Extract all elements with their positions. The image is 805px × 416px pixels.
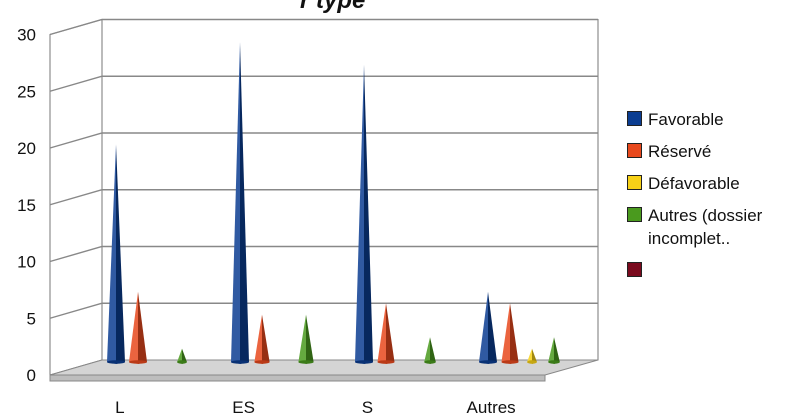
bar-cone-base — [177, 360, 187, 364]
legend-item: Réservé — [627, 140, 805, 163]
chart-title-fragment: r type — [300, 0, 366, 14]
bar-cone-left — [377, 303, 386, 364]
bar-autres-s — [424, 337, 436, 364]
bar-cone-left — [177, 348, 182, 364]
legend-swatch — [627, 175, 642, 190]
bar-favorable-l — [107, 144, 125, 364]
gridlines — [49, 18, 598, 319]
gridline — [49, 245, 598, 263]
bar-cone-right — [262, 314, 270, 364]
bar-cone-left — [548, 337, 554, 364]
chart-walls — [49, 18, 599, 376]
x-category-label: L — [115, 398, 124, 416]
y-tick-label: 25 — [17, 82, 36, 101]
bar-cone-base — [377, 360, 395, 364]
x-category-label: Autres — [467, 398, 516, 416]
legend-swatch — [627, 262, 642, 277]
gridline — [49, 18, 598, 36]
bar-cone-left — [254, 314, 262, 364]
bar-cone-base — [129, 360, 147, 364]
bar-cone-right — [488, 291, 497, 364]
legend-label: Autres (dossier incomplet.. — [648, 206, 763, 248]
bar-cone-left — [298, 314, 306, 364]
y-tick-label: 15 — [17, 196, 36, 215]
bar-cone-left — [107, 144, 116, 364]
bar-autres-autres — [548, 337, 560, 364]
legend: Favorable Réservé Défavorable Autres (dossi… — [627, 108, 805, 286]
bar-cone-base — [298, 360, 314, 364]
gridline — [49, 75, 598, 92]
bar-cone-base — [527, 360, 537, 364]
bar-cone-right — [386, 303, 395, 364]
legend-label: Favorable — [648, 110, 724, 129]
bar-cone-right — [430, 337, 436, 364]
bar-cone-right — [116, 144, 125, 364]
bar-cone-right — [138, 291, 147, 364]
bar-cone-left — [129, 291, 138, 364]
bar-réservé-autres — [501, 303, 519, 364]
bar-cone-base — [355, 360, 373, 364]
bar-réservé-s — [377, 303, 395, 364]
bar-cone-right — [182, 348, 187, 364]
legend-item: Autres (dossier incomplet.. — [627, 204, 805, 250]
legend-label: Défavorable — [648, 174, 740, 193]
bar-cone-left — [501, 303, 510, 364]
legend-swatch — [627, 111, 642, 126]
bar-cone-left — [424, 337, 430, 364]
bar-réservé-es — [254, 314, 270, 364]
gridline — [49, 302, 598, 319]
legend-swatch — [627, 143, 642, 158]
x-category-label: S — [362, 398, 373, 416]
y-tick-label: 10 — [17, 253, 36, 272]
bar-cone-base — [479, 360, 497, 364]
y-tick-label: 5 — [27, 309, 36, 328]
gridline — [49, 189, 598, 206]
y-axis-ticks: 0 5 10 15 20 25 30 — [17, 26, 36, 386]
bar-cone-base — [107, 360, 125, 364]
x-axis-categories: L ES S Autres — [115, 398, 516, 416]
gridline — [49, 132, 598, 149]
bar-autres-l — [177, 348, 187, 364]
bar-cone-base — [254, 360, 270, 364]
bar-autres-es — [298, 314, 314, 364]
bar-cone-left — [479, 291, 488, 364]
chart-floor — [49, 359, 599, 382]
bar-cone-right — [532, 348, 537, 364]
bar-favorable-autres — [479, 291, 497, 364]
bar-cone-left — [355, 64, 364, 365]
legend-item — [627, 259, 805, 277]
bar-cone-base — [548, 360, 560, 364]
bar-cone-right — [554, 337, 560, 364]
y-tick-label: 30 — [17, 26, 36, 45]
bar-cone-base — [501, 360, 519, 364]
floor-edge — [49, 374, 546, 382]
bar-favorable-es — [231, 42, 249, 364]
legend-label: Réservé — [648, 142, 712, 161]
bar-cone-right — [364, 64, 373, 365]
bar-cone-right — [510, 303, 519, 364]
legend-item: Défavorable — [627, 172, 805, 195]
bar-réservé-l — [129, 291, 147, 364]
legend-item: Favorable — [627, 108, 805, 131]
bar-cone-left — [231, 42, 240, 364]
bar-cone-right — [240, 42, 249, 364]
bars — [107, 42, 560, 365]
bar-cone-base — [231, 360, 249, 364]
bar-cone-left — [527, 348, 532, 364]
bar-cone-base — [424, 360, 436, 364]
y-tick-label: 0 — [27, 366, 36, 385]
bar-favorable-s — [355, 64, 373, 365]
legend-swatch — [627, 207, 642, 222]
y-tick-label: 20 — [17, 139, 36, 158]
bar-défavorable-autres — [527, 348, 537, 364]
bar-cone-right — [306, 314, 314, 364]
x-category-label: ES — [232, 398, 255, 416]
